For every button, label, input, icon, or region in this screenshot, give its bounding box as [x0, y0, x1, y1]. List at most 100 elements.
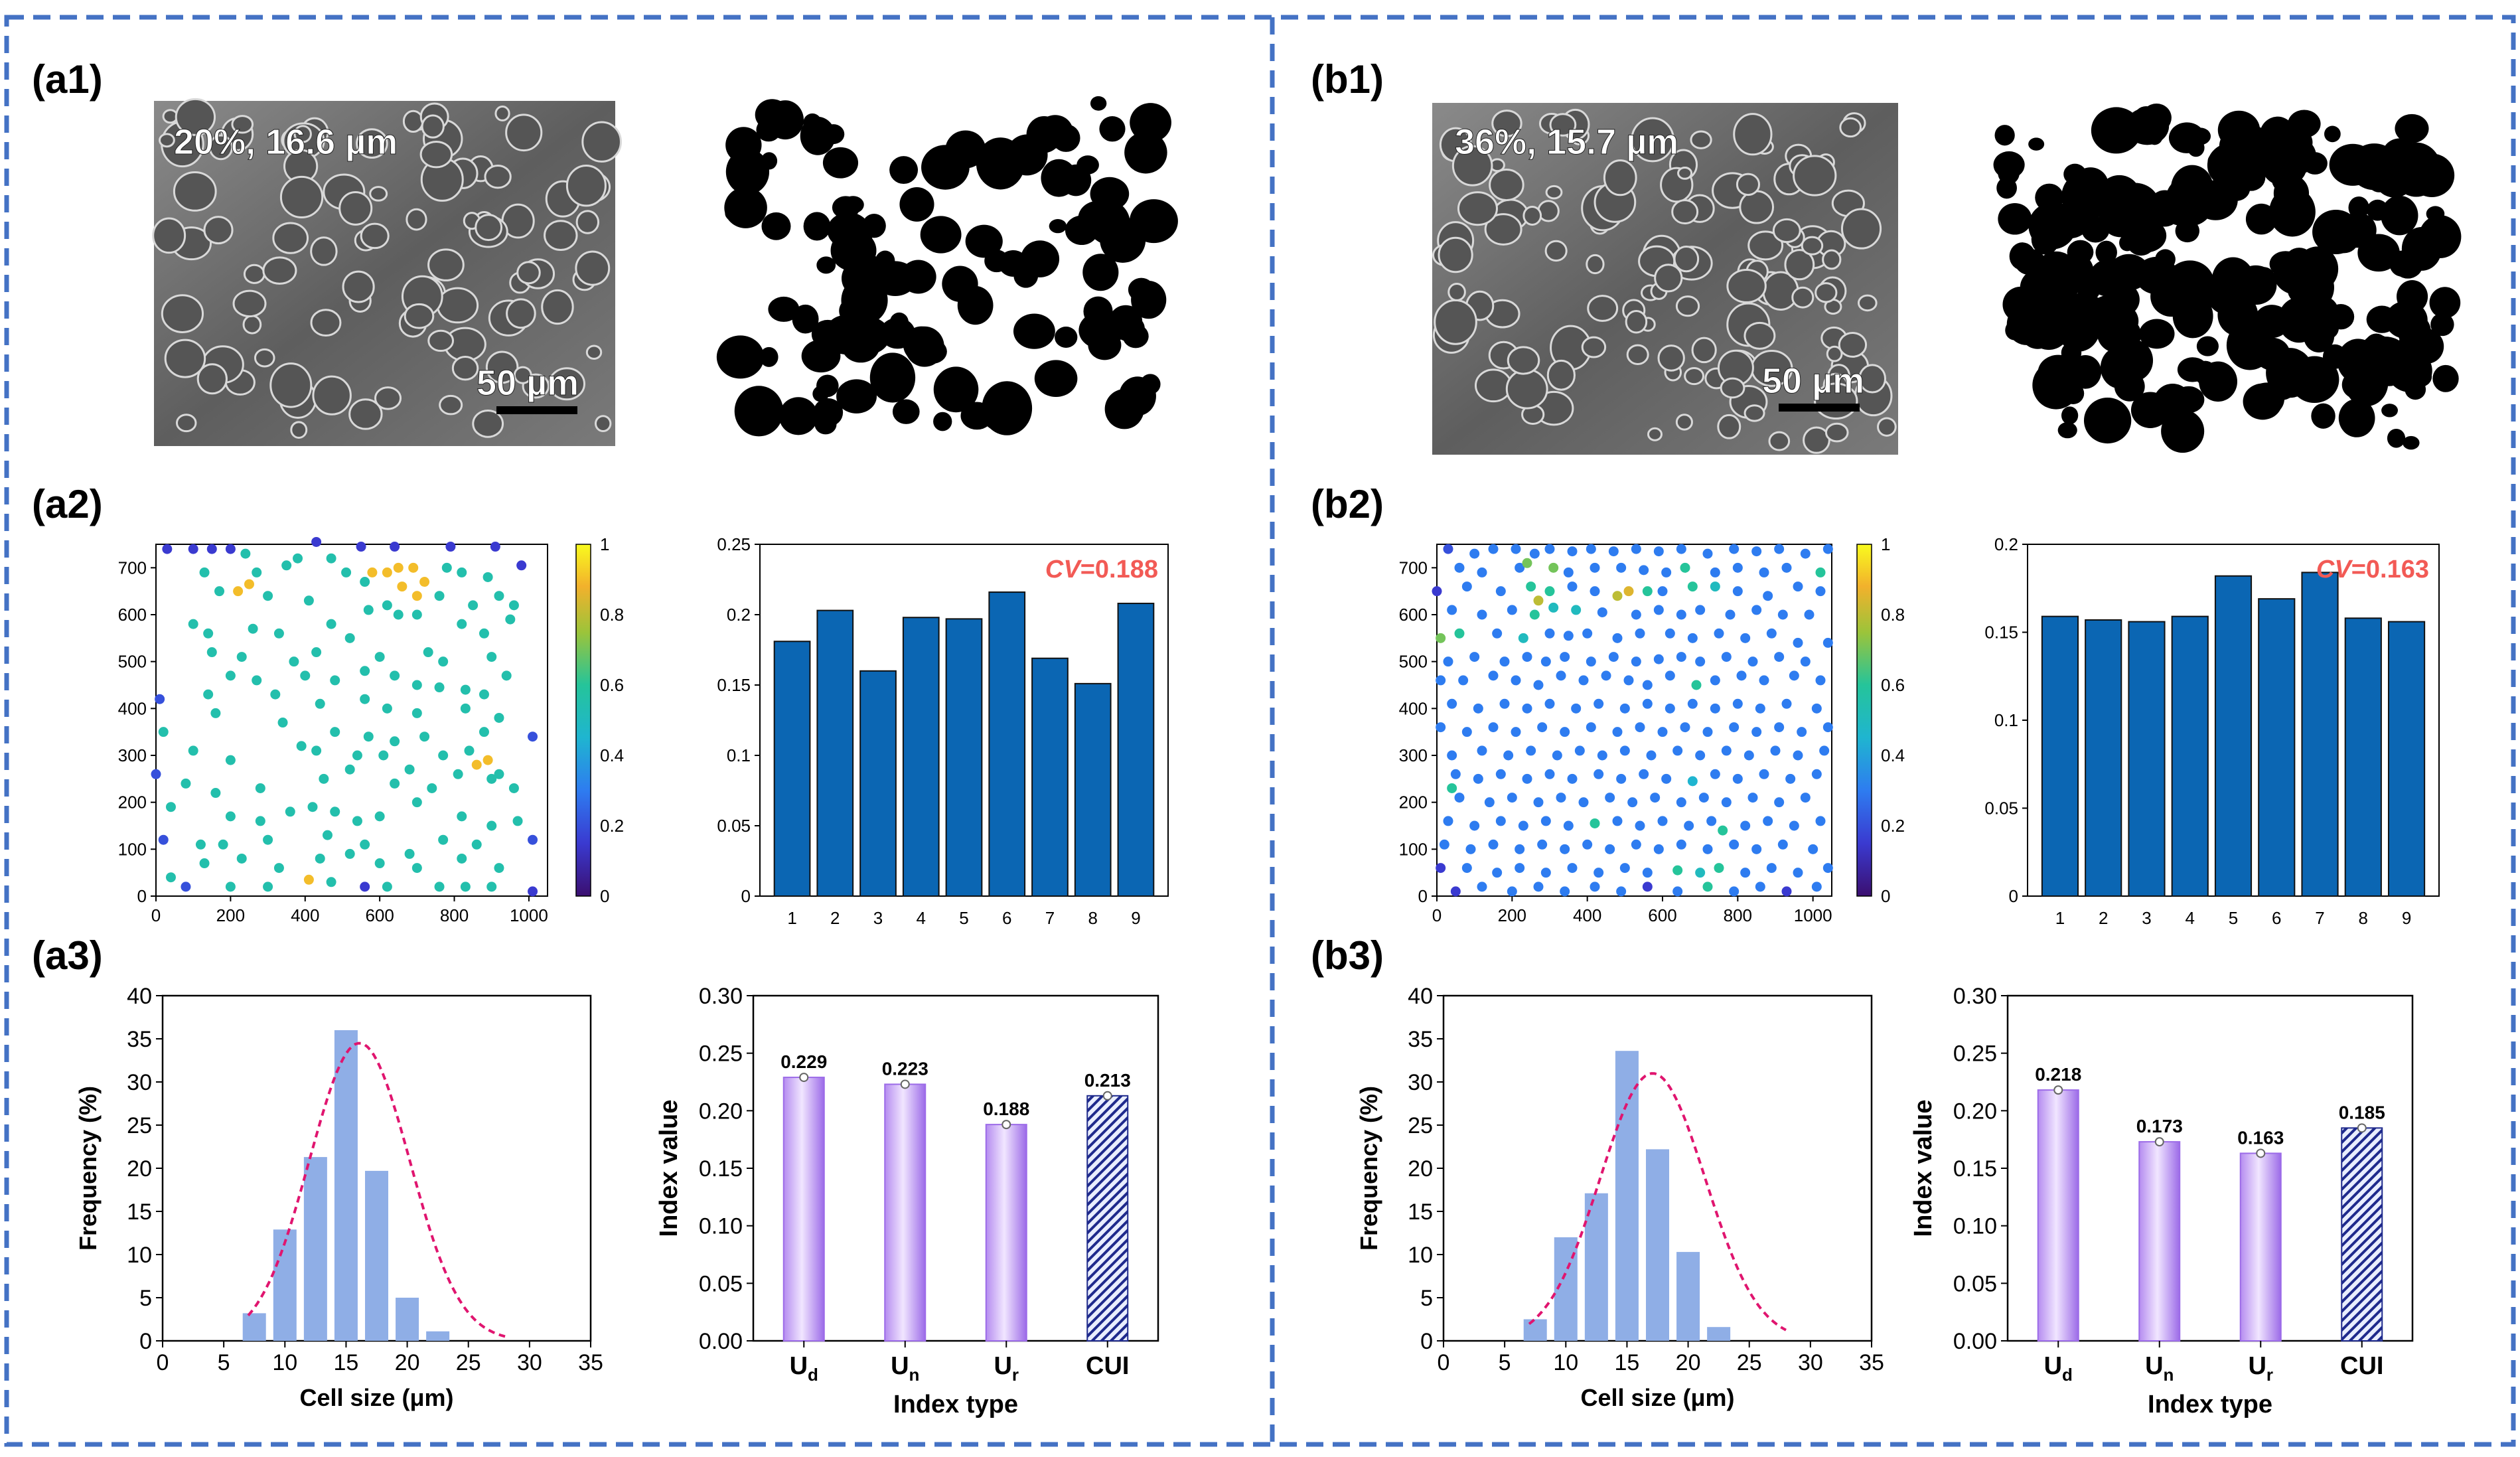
sem-annotation-b1: 36%, 15.7 µm: [1455, 122, 1678, 162]
scatter-point: [1759, 567, 1769, 577]
y-tick-label: 0.30: [699, 984, 743, 1009]
scatter-point: [352, 816, 362, 826]
scatter-point: [1710, 769, 1720, 779]
sem-pore: [243, 264, 265, 284]
y-tick-label: 30: [1408, 1070, 1433, 1095]
y-tick-label: 0: [137, 886, 147, 906]
scatter-point: [1567, 773, 1578, 784]
y-tick-label: 0.2: [727, 605, 751, 625]
binary-cell: [824, 315, 866, 354]
scatter-point: [501, 670, 512, 681]
scatter-point: [1774, 544, 1785, 554]
scatter-point: [1544, 769, 1555, 779]
scatter-point: [1822, 637, 1833, 648]
binary-cell: [2387, 428, 2406, 448]
scatter-point: [1540, 656, 1551, 667]
label-a3: (a3): [32, 933, 103, 978]
bar: [988, 591, 1026, 897]
x-tick-label: 7: [2315, 908, 2324, 928]
label-b2: (b2): [1311, 482, 1384, 526]
x-tick-label: 400: [291, 905, 319, 925]
scatter-point: [1533, 882, 1544, 892]
scatter-point: [486, 652, 497, 662]
gaussian-fit-curve: [247, 1041, 506, 1338]
binary-cell: [2251, 267, 2276, 290]
binary-cell: [2165, 260, 2215, 308]
scatter-point: [1567, 546, 1578, 557]
scatter-point: [203, 628, 214, 639]
scatter-point: [1759, 675, 1769, 686]
y-tick-label: 0.10: [699, 1214, 743, 1239]
scatter-point: [390, 542, 400, 552]
scatter-point: [528, 731, 538, 742]
y-tick-label: 0.00: [699, 1329, 743, 1354]
scatter-point: [1639, 769, 1649, 779]
sem-pore: [1438, 236, 1473, 273]
y-tick-label: 500: [1399, 652, 1428, 672]
binary-cell: [2269, 187, 2316, 237]
scatter-point: [1653, 844, 1664, 854]
scatter-point: [1556, 670, 1566, 681]
binary-cell: [1065, 215, 1098, 246]
y-tick-label: 400: [1399, 698, 1428, 718]
x-tick-label: 200: [216, 905, 245, 925]
scatter-point: [1650, 793, 1661, 803]
sem-pore: [1647, 427, 1663, 441]
scatter-point: [356, 542, 366, 552]
y-tick-label: 0.05: [699, 1271, 743, 1296]
sem-pore: [1743, 321, 1776, 350]
binary-cell: [2083, 397, 2132, 444]
binary-cell: [2401, 226, 2442, 271]
bar: [2387, 621, 2426, 897]
scatter-point: [423, 647, 433, 658]
x-tick-label: 6: [1002, 908, 1011, 928]
colorbar-tick-label: 0.6: [1881, 675, 1905, 695]
sem-pore: [548, 367, 585, 401]
scatter-point: [1526, 581, 1536, 592]
index-point: [799, 1073, 809, 1083]
sem-pore: [269, 362, 313, 408]
scatter-point: [411, 797, 422, 808]
sem-pore: [1877, 417, 1897, 437]
sem-pore: [159, 133, 175, 148]
scatter-point: [390, 670, 400, 681]
sem-pore: [1489, 169, 1524, 202]
label-a1: (a1): [32, 57, 103, 102]
sem-pore: [1743, 404, 1765, 422]
scatter-point: [1563, 631, 1574, 641]
scatter-point: [1808, 844, 1818, 854]
histogram-bar: [273, 1229, 297, 1341]
scatter-point: [1582, 628, 1593, 639]
scatter-point: [1436, 675, 1446, 686]
binary-cell: [889, 156, 919, 185]
scatter-point: [1537, 722, 1548, 733]
scatter-point: [1676, 609, 1686, 620]
index-bar: [2341, 1127, 2383, 1342]
bar: [1117, 603, 1155, 897]
scatter-point: [441, 562, 452, 573]
scatter-point: [1657, 727, 1668, 737]
scale-bar-a1: [496, 406, 577, 414]
sem-pore: [208, 134, 234, 161]
label-b3: (b3): [1311, 933, 1384, 978]
y-tick-label: 0.15: [1953, 1156, 1997, 1182]
sem-pore: [565, 165, 607, 207]
scatter-point: [1732, 773, 1743, 784]
scatter-point: [1710, 703, 1720, 714]
scatter-point: [1777, 839, 1788, 850]
binary-cell: [725, 127, 762, 163]
colorbar-tick-label: 1: [600, 534, 609, 554]
scatter-point: [1608, 652, 1619, 662]
scatter-point: [512, 816, 523, 826]
scatter-point: [1529, 609, 1540, 620]
scatter-point: [445, 542, 456, 552]
bar: [945, 618, 983, 897]
sem-pore: [1733, 113, 1773, 156]
scatter-point: [1563, 567, 1574, 577]
scatter-point: [1488, 722, 1499, 733]
scatter-point: [1815, 586, 1826, 597]
x-tick-label: 35: [1859, 1350, 1884, 1375]
scatter-point: [344, 764, 355, 775]
x-tick-label: 0: [1432, 905, 1442, 925]
scatter-point: [210, 788, 221, 799]
